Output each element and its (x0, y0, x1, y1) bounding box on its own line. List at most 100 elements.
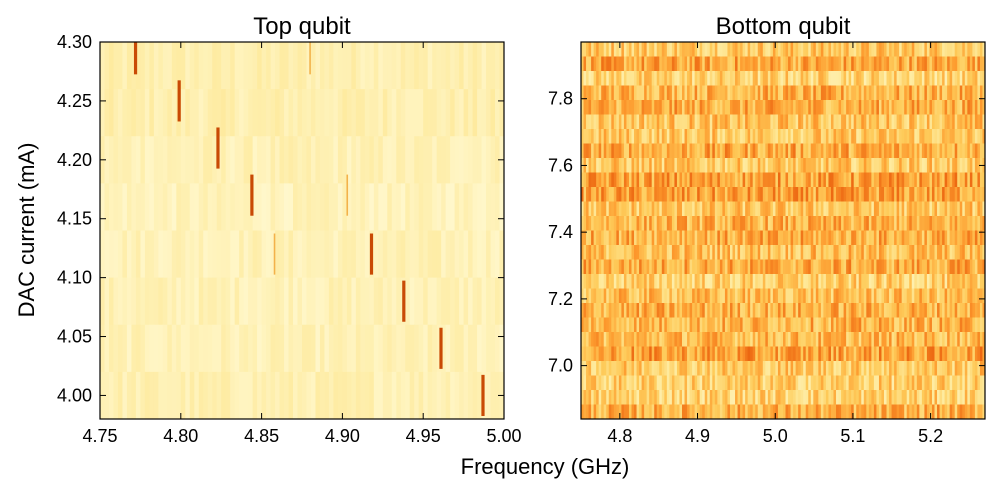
heatmap-cell (714, 390, 718, 406)
heatmap-cell (656, 245, 660, 261)
heatmap-cell (702, 100, 706, 116)
heatmap-cell (586, 143, 590, 159)
heatmap-cell (740, 187, 744, 203)
heatmap-cell (212, 230, 218, 279)
heatmap-cell (823, 143, 827, 159)
heatmap-cell (707, 317, 711, 333)
heatmap-cell (252, 277, 258, 326)
heatmap-cell (788, 85, 792, 101)
heatmap-cell (284, 277, 290, 326)
heatmap-cell (841, 56, 845, 72)
heatmap-cell (117, 136, 124, 184)
heatmap-cell (628, 100, 633, 116)
heatmap-cell (319, 277, 326, 326)
heatmap-cell (454, 89, 460, 137)
heatmap-cell (149, 183, 155, 232)
y-tick-label: 4.00 (57, 385, 92, 405)
heatmap-cell (396, 136, 402, 184)
heatmap-cell (628, 56, 633, 72)
heatmap-cell (702, 42, 706, 58)
heatmap-cell (391, 89, 397, 137)
heatmap-cell (942, 216, 946, 232)
heatmap-cell (969, 85, 973, 101)
heatmap-cell (729, 158, 734, 174)
heatmap-cell (974, 274, 979, 290)
heatmap-cell (790, 100, 794, 116)
heatmap-cell (472, 371, 478, 419)
heatmap-cell (636, 172, 640, 188)
heatmap-cell (649, 346, 653, 362)
heatmap-cell (644, 85, 648, 101)
heatmap-cell (967, 317, 971, 333)
heatmap-cell (603, 42, 607, 58)
heatmap-cell (972, 85, 976, 101)
heatmap-cell (846, 346, 850, 362)
heatmap-cell (732, 346, 736, 362)
heatmap-cell (626, 404, 630, 419)
heatmap-cell (234, 89, 240, 137)
heatmap-cell (916, 129, 920, 145)
heatmap-cell (846, 375, 850, 391)
heatmap-cell (947, 274, 951, 290)
heatmap-cell (432, 371, 438, 419)
heatmap-cell (373, 371, 379, 419)
heatmap-cell (598, 230, 602, 246)
heatmap-cell (939, 346, 943, 362)
heatmap-cell (896, 245, 900, 261)
heatmap-cell (914, 143, 918, 159)
heatmap-cell (906, 114, 910, 130)
heatmap-cell (962, 85, 966, 101)
heatmap-cell (346, 277, 352, 326)
heatmap-cell (623, 317, 628, 333)
heatmap-cell (911, 332, 915, 348)
heatmap-cell (969, 71, 973, 87)
heatmap-cell (891, 114, 895, 130)
heatmap-cell (659, 158, 663, 174)
heatmap-cell (694, 216, 698, 232)
heatmap-cell (651, 158, 655, 174)
heatmap-cell (284, 89, 290, 137)
heatmap-cell (659, 245, 663, 261)
heatmap-cell (921, 390, 926, 406)
heatmap-cell (833, 201, 837, 217)
heatmap-cell (957, 100, 961, 116)
heatmap-cell (790, 245, 794, 261)
heatmap-cell (921, 274, 926, 290)
heatmap-cell (977, 172, 981, 188)
heatmap-cell (904, 346, 908, 362)
heatmap-cell (762, 56, 766, 72)
heatmap-cell (808, 56, 812, 72)
heatmap-cell (886, 303, 890, 319)
heatmap-cell (266, 230, 272, 279)
heatmap-cell (666, 375, 670, 391)
heatmap-cell (871, 404, 875, 419)
heatmap-cell (180, 183, 186, 232)
heatmap-cell (800, 172, 804, 188)
heatmap-cell (611, 404, 615, 419)
heatmap-cell (747, 274, 751, 290)
heatmap-cell (785, 317, 789, 333)
heatmap-cell (252, 89, 258, 137)
heatmap-cell (694, 201, 698, 217)
heatmap-cell (621, 216, 625, 232)
heatmap-cell (628, 361, 633, 377)
heatmap-cell (921, 129, 926, 145)
heatmap-cell (180, 324, 186, 373)
heatmap-cell (964, 390, 968, 406)
heatmap-cell (682, 172, 686, 188)
heatmap-cell (752, 259, 756, 275)
heatmap-cell (954, 85, 958, 101)
heatmap-cell (243, 89, 249, 137)
heatmap-cell (939, 187, 943, 203)
heatmap-cell (939, 114, 943, 130)
heatmap-cell (926, 129, 931, 145)
heatmap-cell (828, 230, 832, 246)
heatmap-cell (745, 404, 749, 419)
heatmap-cell (626, 71, 630, 87)
heatmap-cell (727, 56, 731, 72)
heatmap-cell (876, 56, 880, 72)
heatmap-cell (646, 129, 650, 145)
heatmap-cell (722, 100, 726, 116)
heatmap-cell (427, 183, 433, 232)
